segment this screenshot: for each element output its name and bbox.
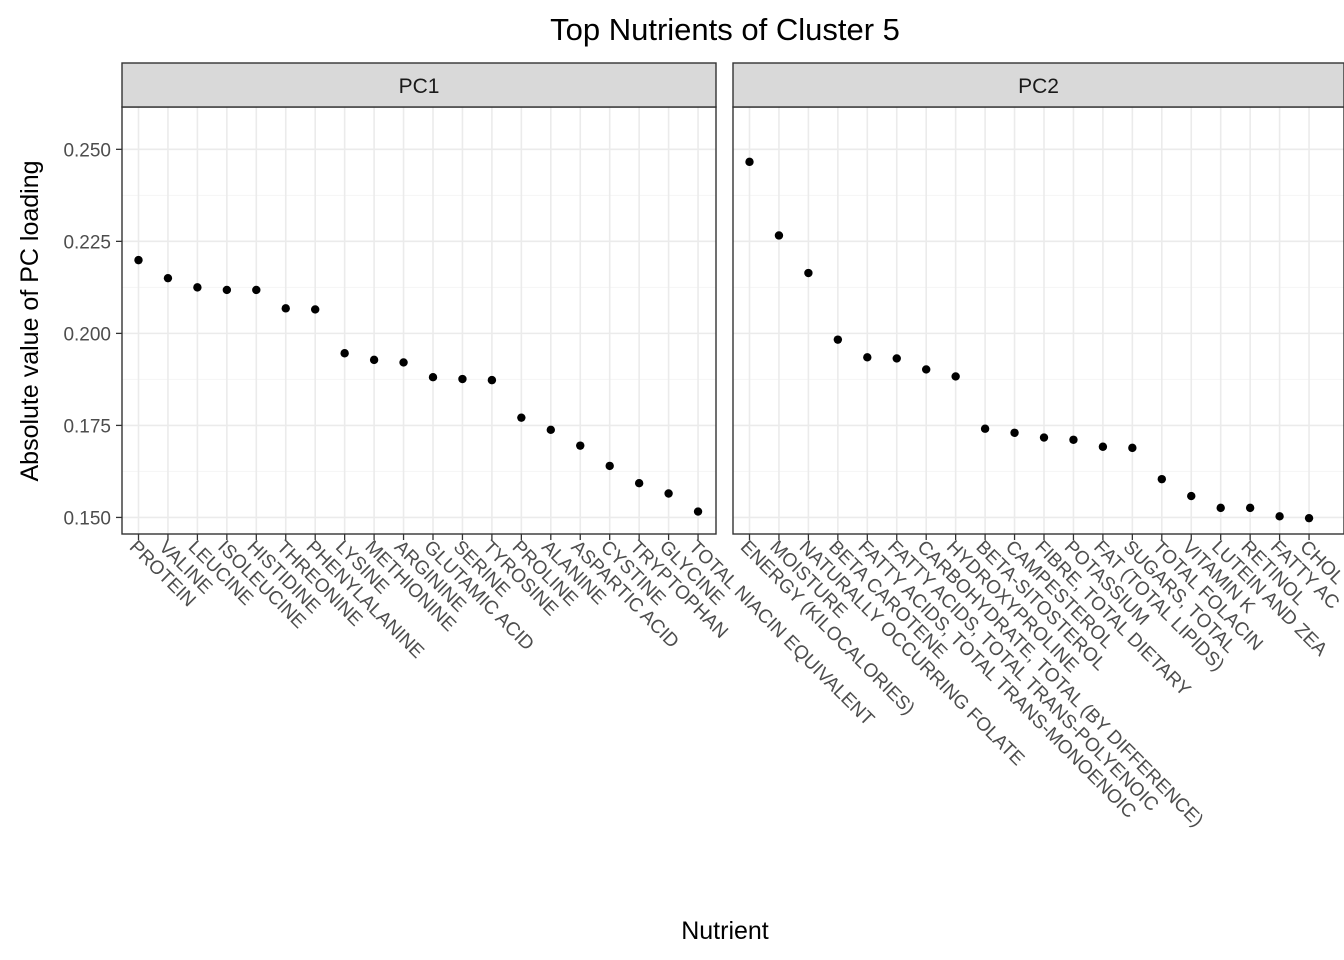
data-point	[428, 372, 438, 382]
data-point	[1187, 491, 1196, 501]
data-point	[774, 231, 784, 240]
panels: 0.1500.1750.2000.2250.250PC1PROTEINVALIN…	[63, 62, 1344, 831]
y-tick-label: 0.250	[63, 140, 111, 161]
data-point	[804, 268, 813, 278]
data-point	[1128, 443, 1137, 453]
data-point	[399, 358, 408, 367]
data-point	[281, 304, 290, 313]
y-tick-label: 0.150	[63, 508, 111, 529]
data-point	[922, 365, 931, 374]
data-point	[369, 355, 379, 365]
data-point	[193, 283, 202, 292]
facet-strip	[732, 62, 1344, 108]
data-point	[252, 285, 261, 295]
y-axis-title: Absolute value of PC loading	[16, 160, 44, 481]
data-point	[340, 349, 349, 358]
facet-strip	[121, 62, 717, 108]
data-point	[693, 507, 703, 516]
data-point	[134, 255, 143, 265]
data-point	[576, 441, 585, 450]
data-point	[605, 461, 614, 471]
data-point	[1010, 428, 1019, 437]
y-tick-label: 0.175	[63, 416, 111, 437]
data-point	[546, 425, 555, 435]
data-point	[1069, 435, 1078, 444]
panel-background	[733, 107, 1344, 534]
x-axis-title: Nutrient	[681, 917, 769, 945]
data-point	[745, 157, 754, 167]
data-point	[980, 424, 990, 433]
data-point	[487, 375, 497, 385]
data-point	[664, 489, 673, 498]
facet-strip-label: PC2	[1018, 75, 1059, 98]
y-tick-label: 0.200	[63, 324, 111, 345]
data-point	[311, 305, 320, 314]
data-point	[863, 353, 872, 362]
data-point	[951, 372, 960, 381]
chart-title: Top Nutrients of Cluster 5	[550, 12, 900, 47]
data-point	[1216, 503, 1225, 513]
data-point	[892, 354, 901, 363]
data-point	[634, 479, 644, 488]
facet-strip-label: PC1	[399, 75, 440, 98]
data-point	[833, 335, 843, 344]
data-point	[1245, 503, 1255, 513]
data-point	[517, 413, 526, 422]
data-point	[222, 285, 232, 295]
data-point	[458, 374, 467, 384]
data-point	[163, 273, 173, 283]
panel-background	[122, 107, 716, 534]
y-tick-label: 0.225	[63, 232, 111, 253]
data-point	[1039, 433, 1049, 442]
data-point	[1157, 474, 1167, 484]
data-point	[1098, 442, 1108, 451]
data-point	[1304, 513, 1314, 523]
data-point	[1275, 512, 1284, 521]
